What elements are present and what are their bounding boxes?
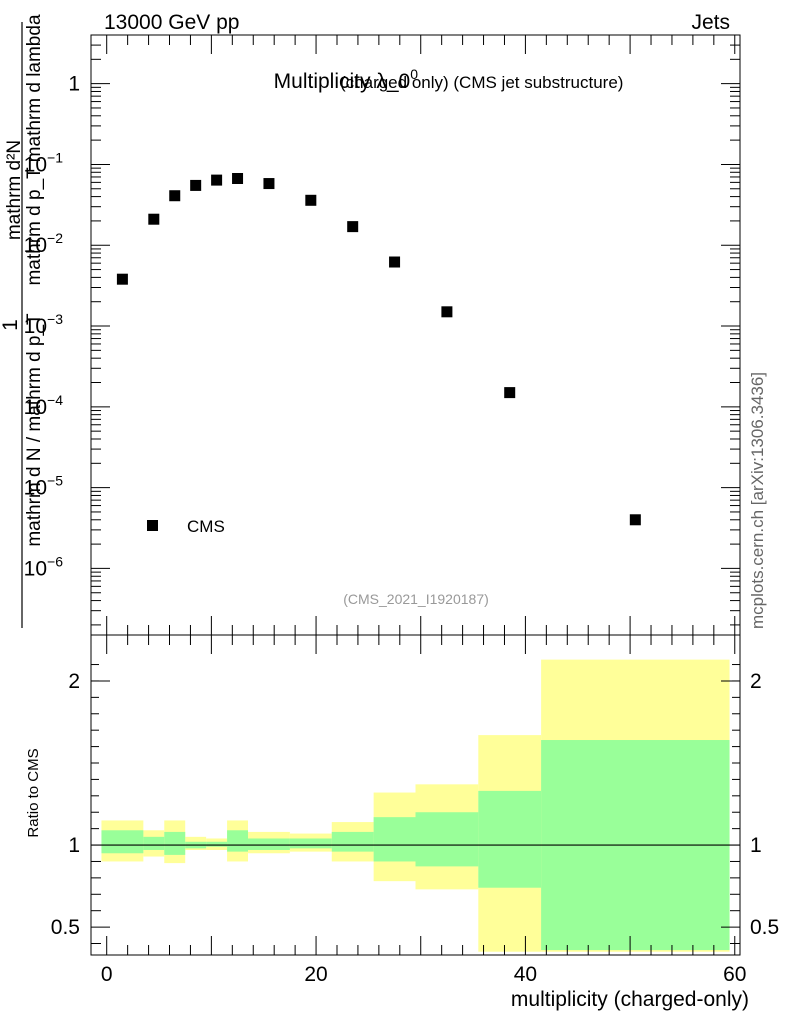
plot-title: Multiplicity λ_00 [274,66,419,93]
legend-marker-cms [147,520,158,531]
inner-band-bin [101,830,144,854]
cms-data-point [232,172,244,184]
inner-band-bin [373,817,416,862]
inner-band-bin [415,812,479,867]
inner-band-bin [143,836,165,850]
analysis-id-label: (CMS_2021_I1920187) [343,591,489,607]
y-tick-label: 10−2 [24,230,64,257]
inner-band-bin [478,790,542,888]
cms-data-points [116,172,641,526]
y-tick-label: 10−4 [24,392,64,419]
ratio-tick-labels: 0.5 0.51 12 20 20 40 60 [51,670,779,986]
header-energy: 13000 GeV pp [104,11,239,34]
header-process: Jets [691,11,730,34]
cms-data-point [504,387,516,399]
inner-band-bin [164,831,186,855]
y-label-numerator: mathrm d²N [4,140,25,240]
cms-data-point [148,213,160,225]
inner-band-bin [289,838,332,849]
x-tick-label: 20 [304,963,327,986]
side-credit-label: mcplots.cern.ch [arXiv:1306.3436] [748,372,767,629]
ratio-frame [90,634,741,956]
y-label-lower: mathrm d N / mathrm d p_T [24,313,45,547]
main-frame [90,34,741,636]
y-tick-label: 10−6 [24,553,64,580]
y-tick-label: 1 [68,73,80,96]
inner-band-bin [206,841,228,847]
ratio-bands [101,659,730,952]
y-tick-label: 10−1 [24,149,64,176]
main-y-ticks [91,34,740,626]
cms-data-point [347,221,359,233]
cms-data-point [263,178,275,190]
y-tick-label: 10−5 [24,473,64,500]
plot-subtitle: (charged only) (CMS jet substructure) [340,73,623,92]
inner-band-bin [248,838,290,850]
main-y-axis-label: 1 mathrm d N / mathrm d p_T mathrm d p_T… [0,14,45,628]
y-tick-label: 10−3 [24,311,64,338]
cms-data-point [305,194,317,206]
ratio-y-tick-label-right: 0.5 [750,916,779,939]
ratio-y-tick-label: 0.5 [51,916,80,939]
cms-data-point [169,190,181,202]
cms-data-point [116,273,128,285]
main-panel: 1 10−1 10−2 10−3 10−4 10−5 10−6 Multiplicity λ… [0,14,741,636]
ratio-ticks [91,635,740,955]
ratio-y-tick-label-right: 1 [750,834,762,857]
inner-band-bin [227,830,249,852]
cms-data-point [211,174,223,186]
x-axis-label: multiplicity (charged-only) [511,988,749,1011]
y-label-upper: mathrm d p_T mathrm d lambda [24,14,45,285]
ratio-y-tick-label: 1 [68,834,80,857]
x-tick-label: 40 [514,963,537,986]
legend-label-cms: CMS [187,517,225,536]
x-tick-label: 0 [101,963,113,986]
ratio-panel: 0.5 0.51 12 20 20 40 60 Ratio to CMS multiplic… [25,634,779,1011]
cms-data-point [190,179,202,191]
cms-data-point [441,306,453,318]
ratio-y-tick-label: 2 [68,670,80,693]
y-label-prefix: 1 [0,319,22,331]
ratio-y-axis-label: Ratio to CMS [25,748,42,837]
cms-data-point [629,514,641,526]
cms-data-point [389,256,401,268]
main-y-tick-labels: 1 10−1 10−2 10−3 10−4 10−5 10−6 [24,73,80,581]
inner-band-bin [331,831,374,852]
x-tick-label: 60 [723,963,746,986]
main-x-ticks [106,35,736,635]
ratio-y-tick-label-right: 2 [750,670,762,693]
